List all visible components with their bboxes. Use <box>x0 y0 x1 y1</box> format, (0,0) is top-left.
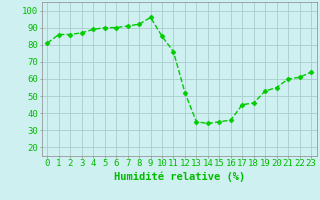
X-axis label: Humidité relative (%): Humidité relative (%) <box>114 171 245 182</box>
